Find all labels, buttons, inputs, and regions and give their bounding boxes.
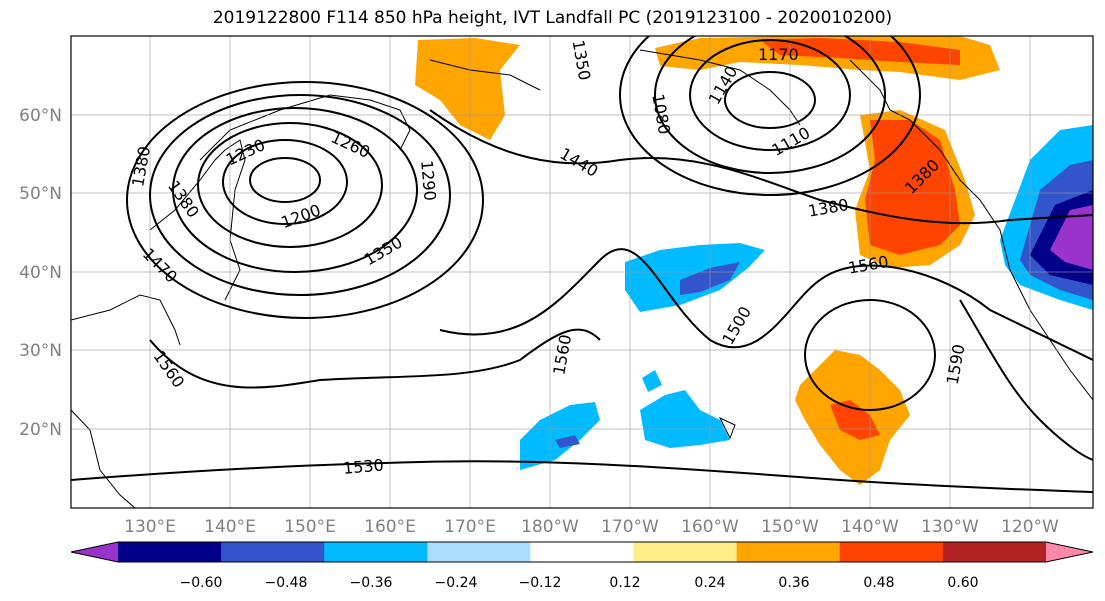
lat-label: 20°N xyxy=(19,420,62,440)
lon-label: 150°E xyxy=(284,517,336,537)
lat-label: 40°N xyxy=(19,263,62,283)
contour-1500 xyxy=(439,248,1093,361)
contour-1560 xyxy=(149,328,601,389)
colorbar-bin xyxy=(839,542,944,562)
contour-label: 1530 xyxy=(342,455,384,477)
contour-1530 xyxy=(71,460,1093,493)
lon-label: 160°W xyxy=(681,517,739,537)
colorbar-bin xyxy=(427,542,531,562)
contour-label: 1170 xyxy=(758,45,799,64)
colorbar-bin xyxy=(324,542,428,562)
negative-field-west-coast-max xyxy=(1050,205,1093,270)
negative-field-hawaii-west xyxy=(520,402,600,470)
contour-1590 xyxy=(959,299,1093,461)
colorbar-tick-labels: −0.60 −0.48 −0.36 −0.24 −0.12 0.12 0.24 … xyxy=(180,575,979,591)
height-contours xyxy=(71,36,1093,493)
colorbar-tick-label: −0.12 xyxy=(519,575,562,591)
contour-low-west-3 xyxy=(197,122,383,248)
map-title: 2019122800 F114 850 hPa height, IVT Land… xyxy=(212,8,893,28)
negative-field-hawaii-north xyxy=(642,370,662,392)
colorbar-tick-label: −0.48 xyxy=(265,575,308,591)
colorbar-tick-label: −0.24 xyxy=(435,575,478,591)
lon-label: 150°W xyxy=(761,517,819,537)
contour-low-west-6 xyxy=(126,81,484,319)
colorbar-bin xyxy=(736,542,841,562)
lat-label: 50°N xyxy=(19,184,62,204)
contour-label: 1290 xyxy=(417,159,439,201)
negative-field-hawaii-east xyxy=(640,390,730,448)
contour-low-west-4 xyxy=(172,107,418,273)
longitude-labels: 130°E 140°E 150°E 160°E 170°E 180°W 170°… xyxy=(124,517,1059,537)
contour-low-west-1 xyxy=(249,157,321,203)
lon-label: 160°E xyxy=(364,517,416,537)
colorbar-tick-label: 0.24 xyxy=(694,575,725,591)
colorbar-tick-label: 0.48 xyxy=(863,575,894,591)
colorbar-bin xyxy=(530,542,635,562)
lon-label: 120°W xyxy=(1001,517,1059,537)
graticule xyxy=(71,36,1093,508)
colorbar-outline xyxy=(70,541,1094,563)
colorbar-extend-high xyxy=(1046,542,1093,562)
colorbar-bin xyxy=(118,542,222,562)
colorbar-extend-low xyxy=(71,542,118,562)
contour-low-east-2 xyxy=(689,39,851,151)
colorbar-tick-label: 0.60 xyxy=(947,575,978,591)
negative-field-hawaii-west-core xyxy=(555,435,580,448)
contour-1440 xyxy=(429,109,1093,225)
positive-field-subtropical-core xyxy=(830,400,880,440)
contour-high-subtropical xyxy=(804,299,936,411)
lat-label: 30°N xyxy=(19,341,62,361)
lon-label: 170°W xyxy=(601,517,659,537)
colorbar-bin xyxy=(942,542,1047,562)
latitude-labels: 60°N 50°N 40°N 30°N 20°N xyxy=(19,106,62,440)
colorbar-bin xyxy=(221,542,325,562)
lon-label: 180°W xyxy=(521,517,579,537)
lon-label: 140°W xyxy=(841,517,899,537)
lon-label: 140°E xyxy=(204,517,256,537)
lon-label: 170°E xyxy=(444,517,496,537)
map-frame xyxy=(70,35,1094,509)
lon-label: 130°E xyxy=(124,517,176,537)
colorbar-tick-label: −0.36 xyxy=(350,575,393,591)
colorbar-bin xyxy=(633,542,738,562)
lon-label: 130°W xyxy=(921,517,979,537)
lat-label: 60°N xyxy=(19,106,62,126)
colorbar-tick-label: 0.36 xyxy=(778,575,809,591)
contour-low-west-2 xyxy=(222,139,348,225)
contour-low-east-1 xyxy=(724,71,816,129)
contour-low-east-4 xyxy=(619,36,921,196)
contour-low-east-3 xyxy=(654,36,886,174)
shaded-fields xyxy=(415,36,1093,485)
colorbar-tick-label: −0.60 xyxy=(180,575,223,591)
colorbar xyxy=(70,541,1094,563)
colorbar-tick-label: 0.12 xyxy=(609,575,640,591)
contour-low-west-5 xyxy=(149,94,451,296)
